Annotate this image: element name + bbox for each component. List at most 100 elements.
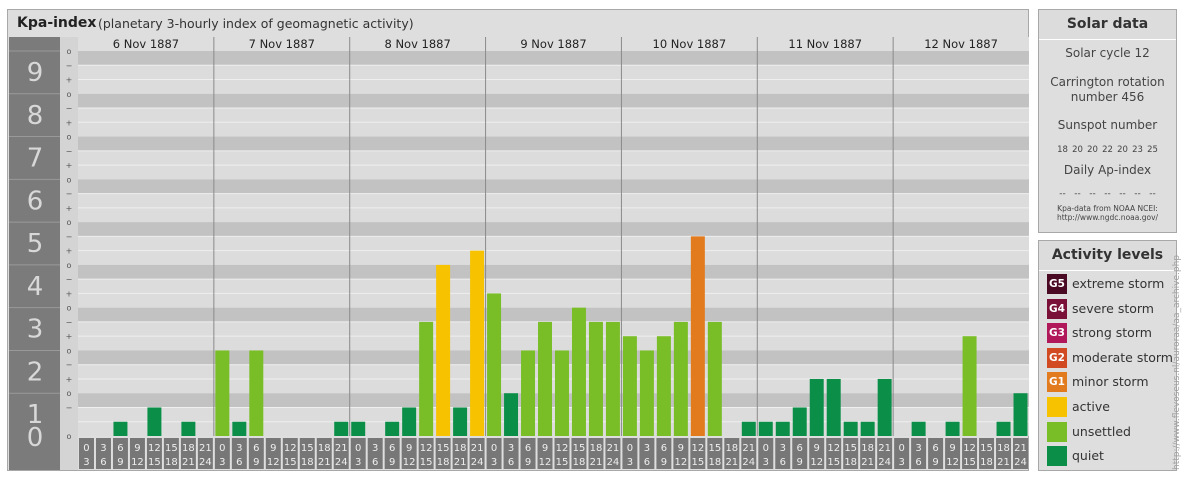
y-minor-tick: +	[66, 204, 73, 213]
ap-value: --	[1149, 189, 1156, 199]
level-color-swatch: G1	[1047, 372, 1067, 393]
hour-tick-box	[724, 438, 740, 469]
hour-tick-end: 3	[627, 457, 633, 468]
hour-tick-box	[112, 438, 128, 469]
hour-tick-box	[945, 438, 961, 469]
hour-tick-end: 24	[878, 457, 891, 468]
hour-tick-end: 15	[691, 457, 704, 468]
hour-tick-end: 6	[508, 457, 514, 468]
hour-tick-start: 9	[678, 443, 684, 454]
hour-tick-end: 9	[525, 457, 531, 468]
grid-band-dark	[78, 393, 1029, 408]
kpa-bar	[656, 336, 671, 436]
hour-tick-start: 3	[100, 443, 106, 454]
hour-tick-start: 15	[165, 443, 178, 454]
solar-data-panel: Solar data Solar cycle 12 Carrington rot…	[1038, 9, 1177, 233]
hour-tick-start: 18	[861, 443, 874, 454]
kpa-bar	[877, 378, 892, 436]
hour-tick-end: 9	[932, 457, 938, 468]
hour-tick-box	[758, 438, 774, 469]
hour-tick-start: 9	[814, 443, 820, 454]
hour-tick-box	[180, 438, 196, 469]
hour-tick-box	[197, 438, 213, 469]
grid-band-dark	[78, 51, 1029, 66]
hour-tick-end: 3	[898, 457, 904, 468]
hour-tick-box	[265, 438, 281, 469]
hour-tick-start: 9	[542, 443, 548, 454]
kpa-bar	[538, 321, 552, 436]
hour-tick-end: 9	[253, 457, 259, 468]
hour-tick-start: 3	[372, 443, 378, 454]
ap-value: --	[1104, 189, 1111, 199]
y-minor-tick: −	[66, 61, 73, 70]
activity-level-quiet: quiet	[1047, 446, 1175, 467]
level-label: active	[1072, 399, 1110, 414]
hour-tick-start: 21	[1014, 443, 1027, 454]
hour-tick-start: 0	[627, 443, 633, 454]
kpa-bar	[639, 350, 654, 436]
hour-tick-start: 12	[827, 443, 840, 454]
hour-tick-end: 3	[355, 457, 361, 468]
hour-tick-start: 3	[236, 443, 242, 454]
grid-band-dark	[78, 350, 1029, 365]
y-minor-tick: −	[66, 318, 73, 327]
kpa-bar	[673, 321, 688, 436]
hour-tick-start: 18	[318, 443, 331, 454]
hour-tick-end: 12	[946, 457, 959, 468]
hour-tick-end: 21	[861, 457, 874, 468]
hour-tick-end: 24	[1014, 457, 1027, 468]
hour-tick-start: 3	[508, 443, 514, 454]
hour-tick-box	[690, 438, 706, 469]
sunspot-value: 20	[1087, 145, 1098, 155]
y-minor-tick: o	[67, 346, 72, 355]
hour-tick-end: 21	[590, 457, 603, 468]
kpa-bar	[419, 321, 434, 436]
y-tick-label: 6	[27, 186, 44, 216]
hour-tick-start: 15	[437, 443, 450, 454]
carrington-line-2: number 456	[1070, 90, 1145, 104]
level-color-swatch	[1047, 397, 1067, 417]
kpa-bar	[996, 421, 1011, 436]
hour-tick-box	[486, 438, 502, 469]
hour-tick-end: 21	[182, 457, 195, 468]
kpa-bar	[1013, 393, 1028, 436]
y-minor-tick: +	[66, 161, 73, 170]
carrington-line-1: Carrington rotation	[1050, 75, 1165, 89]
hour-tick-end: 21	[454, 457, 467, 468]
level-label: minor storm	[1072, 374, 1149, 390]
hour-tick-box	[129, 438, 145, 469]
kpa-source-link[interactable]: http://www.ngdc.noaa.gov/	[1056, 213, 1159, 222]
hour-tick-box	[214, 438, 230, 469]
day-label: 12 Nov 1887	[924, 37, 998, 51]
hour-tick-box	[639, 438, 655, 469]
y-minor-tick: o	[67, 218, 72, 227]
sunspot-value: 20	[1117, 145, 1128, 155]
hour-tick-box	[894, 438, 910, 469]
level-label: unsettled	[1072, 423, 1131, 439]
hour-tick-start: 3	[780, 443, 786, 454]
hour-tick-end: 18	[573, 457, 586, 468]
hour-tick-box	[367, 438, 383, 469]
kpa-bar	[504, 393, 519, 436]
kpa-bar	[521, 350, 536, 436]
hour-tick-start: 0	[83, 443, 89, 454]
hour-tick-box	[503, 438, 519, 469]
solar-cycle: Solar cycle 12	[1065, 46, 1150, 60]
hour-tick-end: 3	[763, 457, 769, 468]
day-label: 9 Nov 1887	[520, 37, 586, 51]
hour-tick-box	[673, 438, 689, 469]
level-color-swatch: G4	[1047, 298, 1067, 319]
activity-level-extreme-storm: G5 extreme storm	[1047, 274, 1175, 294]
kpa-bar	[962, 336, 977, 436]
ap-value: --	[1089, 189, 1096, 199]
hour-tick-box	[520, 438, 536, 469]
y-minor-tick: −	[66, 361, 73, 370]
kpa-bar	[707, 321, 722, 436]
hour-tick-end: 9	[389, 457, 395, 468]
hour-tick-start: 0	[763, 443, 769, 454]
hour-tick-start: 21	[742, 443, 755, 454]
hour-tick-box	[79, 438, 94, 469]
y-minor-tick: o	[67, 175, 72, 184]
y-minor-tick: o	[67, 133, 72, 142]
